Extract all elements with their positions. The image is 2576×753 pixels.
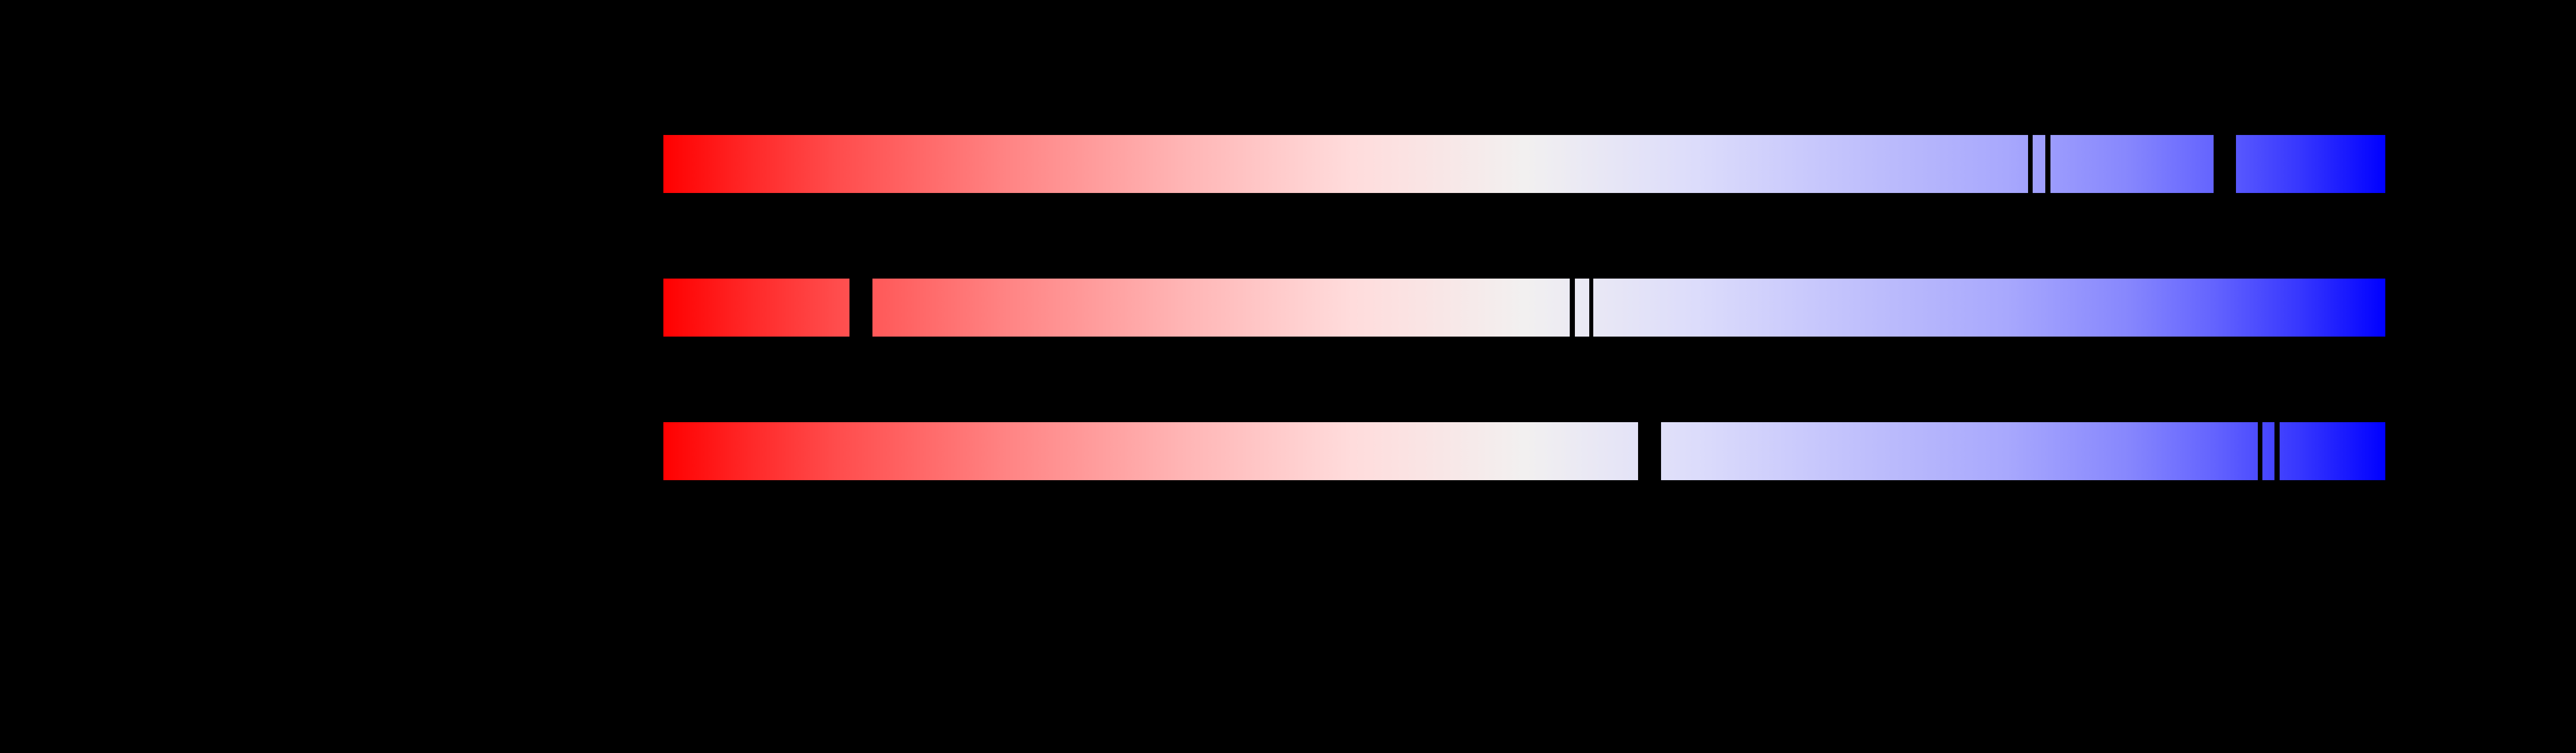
thin-marker bbox=[1589, 279, 1593, 337]
thin-marker bbox=[2274, 422, 2280, 480]
thin-marker bbox=[2258, 422, 2262, 480]
gradient-bar-row-3 bbox=[663, 422, 2385, 480]
thin-marker bbox=[2045, 135, 2050, 193]
thick-marker bbox=[1638, 422, 1661, 480]
thick-marker bbox=[2214, 135, 2236, 193]
thick-marker bbox=[849, 279, 872, 337]
thin-marker bbox=[2028, 135, 2033, 193]
gradient-bar-row-1 bbox=[663, 135, 2385, 193]
gradient-bar-row-2 bbox=[663, 279, 2385, 337]
thin-marker bbox=[1570, 279, 1575, 337]
